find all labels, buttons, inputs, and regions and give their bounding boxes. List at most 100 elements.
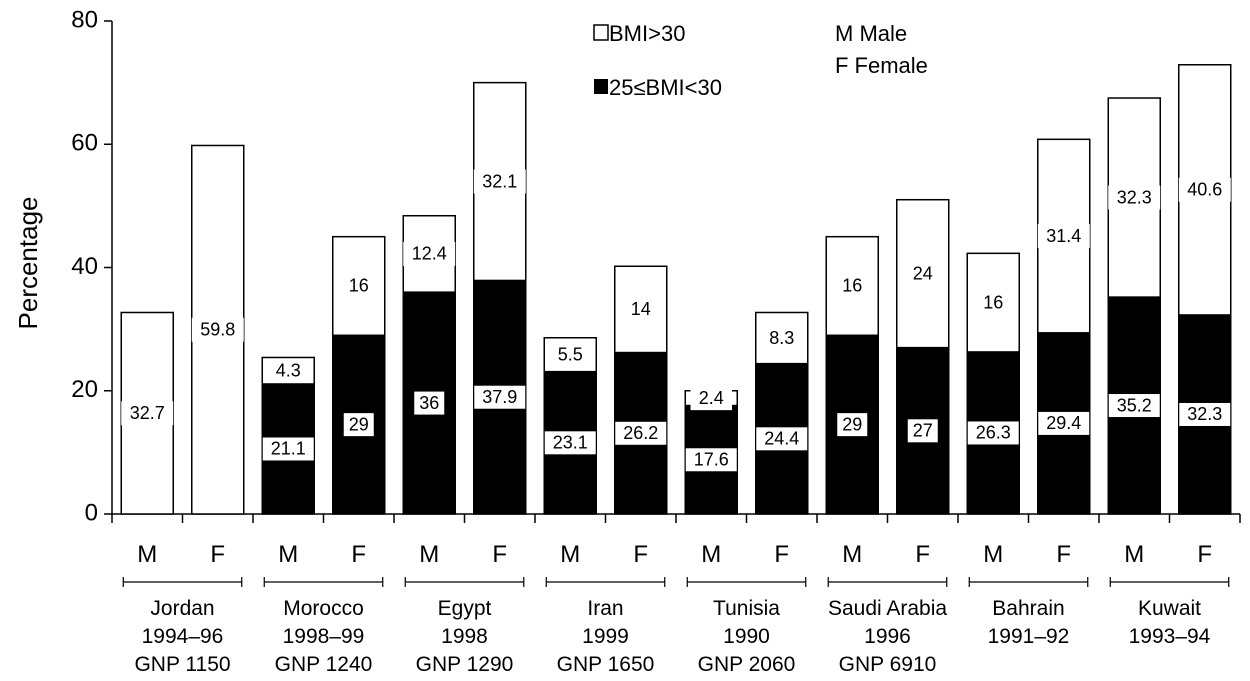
data-label-obese: 31.4	[1046, 226, 1081, 246]
data-label-background	[684, 447, 738, 473]
data-label-background	[625, 297, 657, 322]
data-label-background	[342, 412, 375, 438]
data-label-obese: 32.7	[130, 403, 165, 423]
group-years-label: 1991–92	[988, 625, 1070, 648]
data-label-background	[403, 241, 456, 266]
sex-label: M	[278, 541, 298, 568]
bar-obese-segment	[966, 252, 1020, 353]
data-label-obese: 8.3	[769, 328, 794, 348]
data-label-obese: 2.4	[699, 388, 724, 408]
data-label-obese: 16	[349, 276, 369, 296]
group-gnp-label: GNP 6910	[839, 653, 937, 676]
data-label-background	[121, 401, 174, 426]
data-label-obese: 59.8	[200, 319, 235, 339]
sex-label: F	[1197, 541, 1212, 568]
y-tick-label: 60	[71, 130, 98, 157]
sex-label: M	[842, 541, 862, 568]
legend-label-overweight: 25≤BMI<30	[609, 75, 722, 100]
sex-label: F	[492, 541, 507, 568]
group-years-label: 1999	[582, 625, 629, 648]
legend-swatch-obese	[593, 24, 609, 41]
data-label-background	[1107, 393, 1161, 419]
data-label-background	[836, 273, 868, 298]
group-country-label: Saudi Arabia	[828, 597, 947, 620]
group-gnp-label: GNP 1240	[275, 653, 373, 676]
legend-label-obese: BMI>30	[609, 21, 685, 46]
group-gnp-label: GNP 1290	[416, 653, 514, 676]
group-country-label: Morocco	[283, 597, 364, 620]
data-label-overweight: 32.3	[1187, 404, 1222, 424]
group-gnp-label: GNP 2060	[698, 653, 796, 676]
data-label-background	[267, 358, 309, 383]
data-label-background	[261, 436, 315, 462]
data-label-overweight: 29	[842, 414, 862, 434]
data-label-background	[614, 420, 668, 446]
sex-label: F	[351, 541, 366, 568]
data-label-overweight: 21.1	[271, 439, 306, 459]
data-label-overweight: 29.4	[1046, 413, 1081, 433]
y-tick-label: 0	[85, 499, 98, 526]
data-label-overweight: 23.1	[553, 433, 588, 453]
data-label-obese: 16	[842, 276, 862, 296]
sex-label: F	[210, 541, 225, 568]
data-label-obese: 32.3	[1117, 187, 1152, 207]
data-label-background	[1178, 401, 1232, 427]
sex-label: M	[419, 541, 439, 568]
group-country-label: Egypt	[438, 597, 492, 620]
sex-label: F	[915, 541, 930, 568]
data-label-background	[836, 412, 869, 438]
data-label-background	[543, 430, 597, 456]
legend: BMI>30 25≤BMI<30 M Male F Female	[593, 21, 928, 100]
group-years-label: 1994–96	[142, 625, 224, 648]
group-years-label: 1993–94	[1129, 625, 1211, 648]
data-label-background	[907, 261, 939, 286]
sex-label: F	[633, 541, 648, 568]
group-years-label: 1990	[723, 625, 770, 648]
data-label-obese: 14	[631, 299, 651, 319]
data-label-overweight: 35.2	[1117, 395, 1152, 415]
data-label-obese: 40.6	[1187, 180, 1222, 200]
data-label-background	[1108, 185, 1161, 210]
data-label-obese: 12.4	[412, 244, 447, 264]
legend-note-male: M Male	[835, 21, 907, 46]
y-tick-label: 40	[71, 253, 98, 280]
sex-label: M	[701, 541, 721, 568]
group-gnp-label: GNP 1150	[134, 653, 230, 676]
data-label-background	[761, 326, 803, 351]
y-tick-label: 20	[71, 376, 98, 403]
data-label-background	[906, 418, 939, 444]
data-label-background	[473, 384, 527, 410]
bar-overweight-segment	[896, 346, 950, 515]
group-country-label: Jordan	[150, 597, 214, 620]
data-label-overweight: 27	[913, 421, 933, 441]
sex-label: M	[983, 541, 1003, 568]
data-label-overweight: 26.2	[623, 423, 658, 443]
group-gnp-label: GNP 1650	[557, 653, 655, 676]
data-label-overweight: 26.3	[976, 423, 1011, 443]
legend-swatch-overweight	[594, 79, 608, 94]
group-country-label: Tunisia	[713, 597, 780, 620]
data-label-background	[191, 317, 244, 342]
data-label-overweight: 37.9	[482, 387, 517, 407]
sex-label: F	[774, 541, 789, 568]
group-years-label: 1998–99	[283, 625, 365, 648]
data-label-background	[690, 386, 732, 411]
sex-label: F	[1056, 541, 1071, 568]
data-label-background	[549, 342, 591, 367]
data-label-overweight: 36	[419, 393, 439, 413]
data-label-obese: 32.1	[482, 171, 517, 191]
data-label-background	[977, 290, 1009, 315]
data-label-obese: 4.3	[276, 360, 301, 380]
group-years-label: 1998	[441, 625, 488, 648]
data-label-obese: 24	[913, 263, 933, 283]
plot-area: 0 20 40 60 80 32.7 M 59.8 F 4.3 21.1 M 16 29 F 12.4 36 M 3…	[71, 6, 1241, 676]
data-label-background	[343, 273, 375, 298]
bar-obese-segment	[896, 198, 950, 349]
data-label-obese: 5.5	[558, 344, 583, 364]
data-label-background	[1178, 177, 1231, 202]
group-country-label: Bahrain	[992, 597, 1064, 620]
group-country-label: Kuwait	[1138, 597, 1201, 620]
data-label-background	[966, 420, 1020, 446]
y-tick-label: 80	[71, 6, 98, 33]
